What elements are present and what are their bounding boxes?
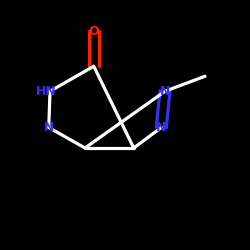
Text: O: O xyxy=(88,25,99,38)
Text: N: N xyxy=(160,85,170,98)
Text: N: N xyxy=(44,121,54,134)
Text: HN: HN xyxy=(36,85,56,98)
Text: N: N xyxy=(156,121,166,134)
